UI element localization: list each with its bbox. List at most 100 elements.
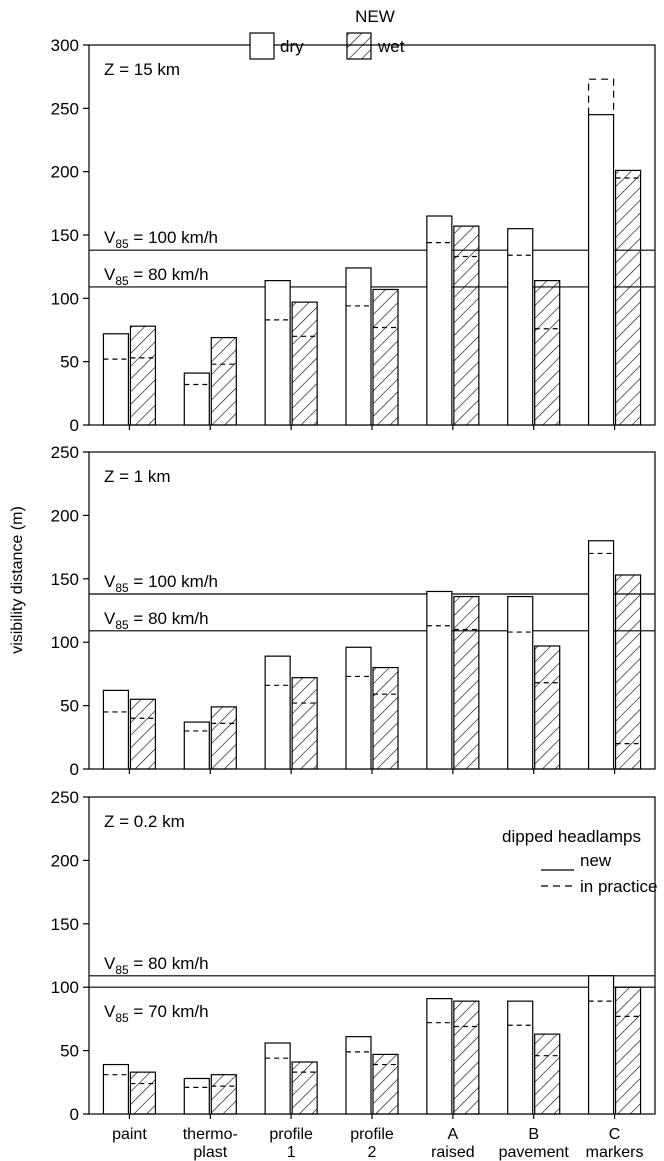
bar-dry	[183, 721, 210, 770]
bar-wet	[129, 698, 157, 770]
panel-label: Z = 1 km	[104, 467, 171, 486]
dry-practice-outline	[587, 78, 615, 115]
bar-dry	[507, 228, 534, 426]
y-tick-label: 150	[51, 915, 79, 934]
bar-dry	[345, 1036, 372, 1115]
speed-line-label: V85 = 70 km/h	[104, 1002, 209, 1025]
bar-dry	[587, 975, 615, 1115]
bar-dry	[102, 1063, 130, 1115]
bar-dry	[507, 1000, 534, 1115]
x-category-label: 2	[368, 1144, 377, 1161]
bar-dry	[507, 595, 534, 770]
bar-wet	[534, 645, 561, 770]
bar-wet	[534, 280, 561, 426]
x-category-label: C	[609, 1126, 621, 1143]
bar-wet	[614, 169, 642, 426]
y-tick-label: 0	[70, 760, 79, 779]
bar-dry	[183, 372, 210, 426]
bar-wet	[210, 706, 237, 770]
bar-wet	[534, 1033, 561, 1115]
y-tick-label: 50	[60, 1042, 79, 1061]
y-tick-label: 200	[51, 506, 79, 525]
bar-dry	[345, 267, 372, 426]
x-category-label: 1	[287, 1144, 296, 1161]
bar-dry	[345, 646, 372, 770]
bar-wet	[129, 325, 157, 426]
bar-wet	[372, 288, 399, 426]
legend-practice-label: in practice	[580, 877, 657, 896]
x-category-label: plast	[193, 1144, 227, 1161]
x-category-label: paint	[112, 1126, 147, 1143]
bar-dry	[587, 114, 615, 426]
bar-dry	[426, 998, 453, 1115]
y-tick-label: 250	[51, 443, 79, 462]
bar-dry	[587, 540, 615, 770]
speed-line-label: V85 = 80 km/h	[104, 954, 209, 977]
panel-3: 0 50 100 150 200 250 V85 = 80 km/h V85 = 70 km/…	[51, 788, 656, 1124]
y-tick-label: 50	[60, 697, 79, 716]
panel-1: 0 50 100 150 200 250 300 V85 = 100 km/h V85 = 80…	[51, 36, 656, 435]
legend-layer: dry wet dipped headlamps new in practice	[249, 32, 657, 896]
bar-wet	[372, 1053, 399, 1115]
x-category-label: profile	[269, 1126, 313, 1143]
x-category-label: profile	[350, 1126, 394, 1143]
bar-wet	[129, 1071, 157, 1115]
y-tick-label: 250	[51, 99, 79, 118]
bar-wet	[614, 986, 642, 1115]
bar-wet	[291, 677, 318, 770]
bar-wet	[372, 666, 399, 770]
legend-headlamps-title: dipped headlamps	[502, 827, 641, 846]
speed-line-label: V85 = 80 km/h	[104, 609, 209, 632]
x-category-label: pavement	[499, 1144, 570, 1161]
speed-line-label: V85 = 80 km/h	[104, 265, 209, 288]
bar-wet	[453, 595, 480, 770]
x-category-label: raised	[431, 1144, 475, 1161]
y-tick-label: 0	[70, 416, 79, 435]
legend-new-label: new	[580, 851, 612, 870]
chart-title: NEW	[355, 7, 395, 26]
y-tick-label: 0	[70, 1105, 79, 1124]
bar-dry	[426, 215, 453, 426]
bar-dry	[264, 280, 291, 426]
bar-dry	[426, 590, 453, 770]
y-tick-label: 100	[51, 289, 79, 308]
bar-wet	[210, 1074, 237, 1115]
y-tick-label: 250	[51, 788, 79, 807]
y-tick-label: 100	[51, 633, 79, 652]
bar-dry	[264, 655, 291, 770]
bar-wet	[210, 337, 237, 426]
legend-dry-label: dry	[280, 37, 304, 56]
bar-dry	[183, 1077, 210, 1115]
panel-label: Z = 15 km	[104, 60, 180, 79]
bar-wet	[291, 301, 318, 426]
legend-dry-swatch	[249, 32, 275, 60]
y-tick-label: 50	[60, 353, 79, 372]
bar-dry	[264, 1042, 291, 1115]
legend-wet-swatch	[346, 32, 372, 60]
bar-wet	[453, 1000, 480, 1115]
x-axis-labels: paint thermo-plastprofile1profile2Araised…	[112, 1126, 643, 1161]
y-tick-label: 200	[51, 851, 79, 870]
y-tick-label: 300	[51, 36, 79, 55]
bar-wet	[453, 225, 480, 426]
speed-line-label: V85 = 100 km/h	[104, 228, 218, 251]
panels-layer: 0 50 100 150 200 250 300 V85 = 100 km/h V85 = 80…	[51, 36, 656, 1124]
x-category-label: markers	[586, 1144, 644, 1161]
bar-wet	[614, 574, 642, 770]
y-tick-label: 150	[51, 226, 79, 245]
y-tick-label: 200	[51, 163, 79, 182]
bar-dry	[102, 333, 130, 426]
y-tick-label: 150	[51, 570, 79, 589]
bar-dry	[102, 689, 130, 770]
panel-label: Z = 0.2 km	[104, 812, 185, 831]
x-category-label: thermo-	[183, 1126, 238, 1143]
y-tick-label: 100	[51, 978, 79, 997]
x-category-label: A	[448, 1126, 459, 1143]
speed-line-label: V85 = 100 km/h	[104, 572, 218, 595]
panel-2: 0 50 100 150 200 250 V85 = 100 km/h V85 = 80 km…	[51, 443, 656, 779]
legend-wet-label: wet	[377, 37, 405, 56]
bar-wet	[291, 1061, 318, 1115]
y-axis-label: visibility distance (m)	[9, 506, 26, 654]
x-category-label: B	[528, 1126, 539, 1143]
